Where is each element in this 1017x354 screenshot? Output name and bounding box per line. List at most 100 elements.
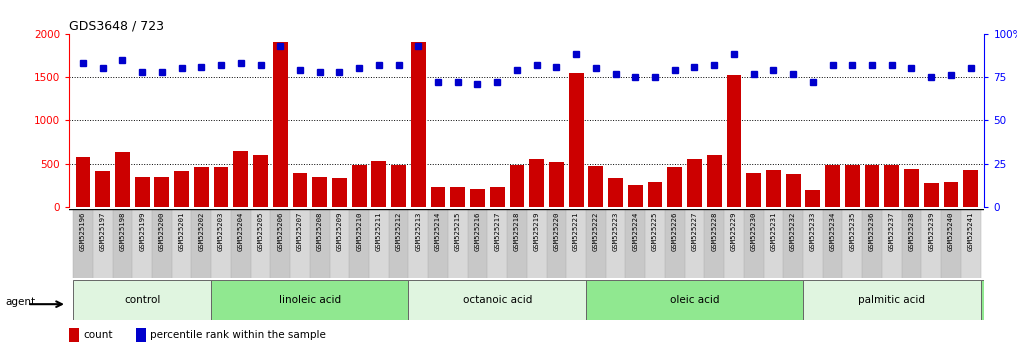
Text: count: count <box>83 330 113 341</box>
Text: agent: agent <box>5 297 36 307</box>
Text: GSM525232: GSM525232 <box>790 212 796 251</box>
Bar <box>271 209 290 278</box>
Bar <box>411 42 426 207</box>
Bar <box>510 165 525 207</box>
Bar <box>586 280 803 320</box>
Text: linoleic acid: linoleic acid <box>279 295 341 305</box>
Bar <box>349 209 369 278</box>
Bar <box>665 209 684 278</box>
Bar <box>409 280 586 320</box>
Bar <box>369 209 388 278</box>
Text: GSM525219: GSM525219 <box>534 212 540 251</box>
Bar <box>648 182 662 207</box>
Text: GSM525227: GSM525227 <box>692 212 698 251</box>
Text: GSM525206: GSM525206 <box>278 212 283 251</box>
Bar <box>941 209 961 278</box>
Text: GSM525208: GSM525208 <box>316 212 322 251</box>
Bar <box>805 190 821 207</box>
Bar <box>606 209 625 278</box>
Bar <box>172 209 191 278</box>
Bar <box>667 167 682 207</box>
Bar <box>392 165 406 207</box>
Bar <box>766 170 781 207</box>
Bar <box>212 280 409 320</box>
Text: GSM525211: GSM525211 <box>376 212 381 251</box>
Bar <box>352 165 366 207</box>
Text: GSM525197: GSM525197 <box>100 212 106 251</box>
Bar <box>783 209 803 278</box>
Text: GSM525214: GSM525214 <box>435 212 441 251</box>
Text: GSM525241: GSM525241 <box>967 212 973 251</box>
Bar <box>724 209 743 278</box>
Text: GSM525222: GSM525222 <box>593 212 599 251</box>
Text: GSM525205: GSM525205 <box>257 212 263 251</box>
Bar <box>707 155 722 207</box>
Text: GSM525209: GSM525209 <box>337 212 343 251</box>
Text: GSM525215: GSM525215 <box>455 212 461 251</box>
Bar <box>705 209 724 278</box>
Bar <box>174 171 189 207</box>
Bar <box>214 167 229 207</box>
Bar <box>645 209 665 278</box>
Bar <box>134 177 149 207</box>
Bar <box>507 209 527 278</box>
Bar <box>963 170 978 207</box>
Text: GSM525223: GSM525223 <box>612 212 618 251</box>
Bar <box>451 187 465 207</box>
Text: GSM525217: GSM525217 <box>494 212 500 251</box>
Text: GSM525218: GSM525218 <box>514 212 520 251</box>
Text: GSM525204: GSM525204 <box>238 212 244 251</box>
Text: GSM525200: GSM525200 <box>159 212 165 251</box>
Bar <box>371 161 386 207</box>
Bar <box>980 280 1017 320</box>
Bar <box>764 209 783 278</box>
Text: GSM525234: GSM525234 <box>830 212 836 251</box>
Bar <box>726 75 741 207</box>
Bar <box>569 73 584 207</box>
Bar <box>803 280 980 320</box>
Text: GSM525207: GSM525207 <box>297 212 303 251</box>
Bar <box>73 209 93 278</box>
Bar <box>882 209 902 278</box>
Bar <box>250 209 271 278</box>
Bar <box>864 165 880 207</box>
Text: GSM525196: GSM525196 <box>80 212 86 251</box>
Bar <box>136 329 146 342</box>
Bar <box>273 42 288 207</box>
Bar <box>388 209 409 278</box>
Bar <box>332 178 347 207</box>
Bar <box>527 209 546 278</box>
Bar <box>961 209 980 278</box>
Text: GSM525216: GSM525216 <box>475 212 480 251</box>
Bar <box>231 209 250 278</box>
Bar <box>589 166 603 207</box>
Text: control: control <box>124 295 161 305</box>
Bar <box>823 209 842 278</box>
Bar <box>310 209 330 278</box>
Text: GSM525239: GSM525239 <box>929 212 935 251</box>
Bar <box>825 165 840 207</box>
Bar <box>746 173 761 207</box>
Text: GSM525220: GSM525220 <box>553 212 559 251</box>
Bar <box>93 209 113 278</box>
Bar <box>490 187 504 207</box>
Bar <box>608 178 623 207</box>
Bar <box>470 189 485 207</box>
Bar <box>155 177 169 207</box>
Bar <box>487 209 507 278</box>
Text: GSM525230: GSM525230 <box>751 212 757 251</box>
Bar <box>69 329 79 342</box>
Text: GSM525237: GSM525237 <box>889 212 895 251</box>
Text: GSM525236: GSM525236 <box>869 212 875 251</box>
Text: GSM525229: GSM525229 <box>731 212 737 251</box>
Text: GSM525235: GSM525235 <box>849 212 855 251</box>
Bar <box>902 209 921 278</box>
Text: GSM525238: GSM525238 <box>908 212 914 251</box>
Bar <box>627 184 643 207</box>
Bar <box>113 209 132 278</box>
Text: GSM525213: GSM525213 <box>415 212 421 251</box>
Bar <box>253 155 267 207</box>
Text: GSM525210: GSM525210 <box>356 212 362 251</box>
Bar <box>862 209 882 278</box>
Bar <box>625 209 645 278</box>
